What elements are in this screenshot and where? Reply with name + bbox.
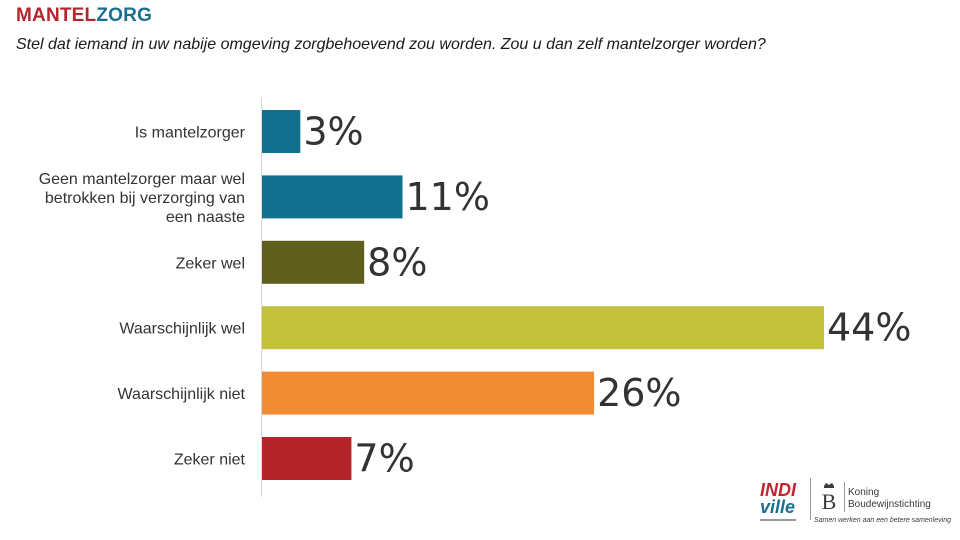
value-label-0: 3% [303,110,363,154]
logos: INDI ville B Koning Boudewijnstichting S… [760,478,951,528]
bar-1 [262,175,403,219]
value-label-3: 44% [827,306,911,350]
logo-divider-2 [844,482,845,512]
indiville-logo-line2: ville [760,497,796,517]
kbs-logo-tagline: Samen werken aan een betere samenleving [814,517,951,524]
category-label-3: Waarschijnlijk wel [119,321,245,338]
value-label-4: 26% [597,371,681,415]
bar-3 [262,306,824,350]
value-label-1: 11% [406,175,490,219]
kbs-logo-name: Koning Boudewijnstichting [848,487,931,511]
indiville-logo-line1: INDI [760,480,796,500]
category-label-2: Zeker wel [176,255,245,272]
kbs-logo-name-line2: Boudewijnstichting [848,499,931,510]
bar-4 [262,371,595,415]
value-label-5: 7% [354,437,414,481]
logo-divider [810,478,811,520]
indiville-logo: INDI ville [760,480,804,521]
bar-0 [262,110,301,153]
svg-text:B: B [822,489,837,514]
bar-2 [262,240,365,284]
brand-title-part1: MANTEL [16,5,97,26]
category-label-5: Zeker niet [174,452,246,469]
category-label-1: Geen mantelzorger maar wel betrokken bij … [39,171,245,226]
value-label-2: 8% [367,240,427,284]
brand-title: MANTELZORG [16,5,152,27]
category-label-4: Waarschijnlijk niet [118,386,246,403]
kbs-crest-icon: B [822,483,837,514]
survey-question: Stel dat iemand in uw nabije omgeving zo… [16,36,766,53]
bar-5 [262,437,352,480]
brand-title-part2: ZORG [96,5,153,26]
indiville-underline [760,519,796,521]
category-label-0: Is mantelzorger [135,125,246,142]
kbs-logo-name-line1: Koning [848,487,880,498]
